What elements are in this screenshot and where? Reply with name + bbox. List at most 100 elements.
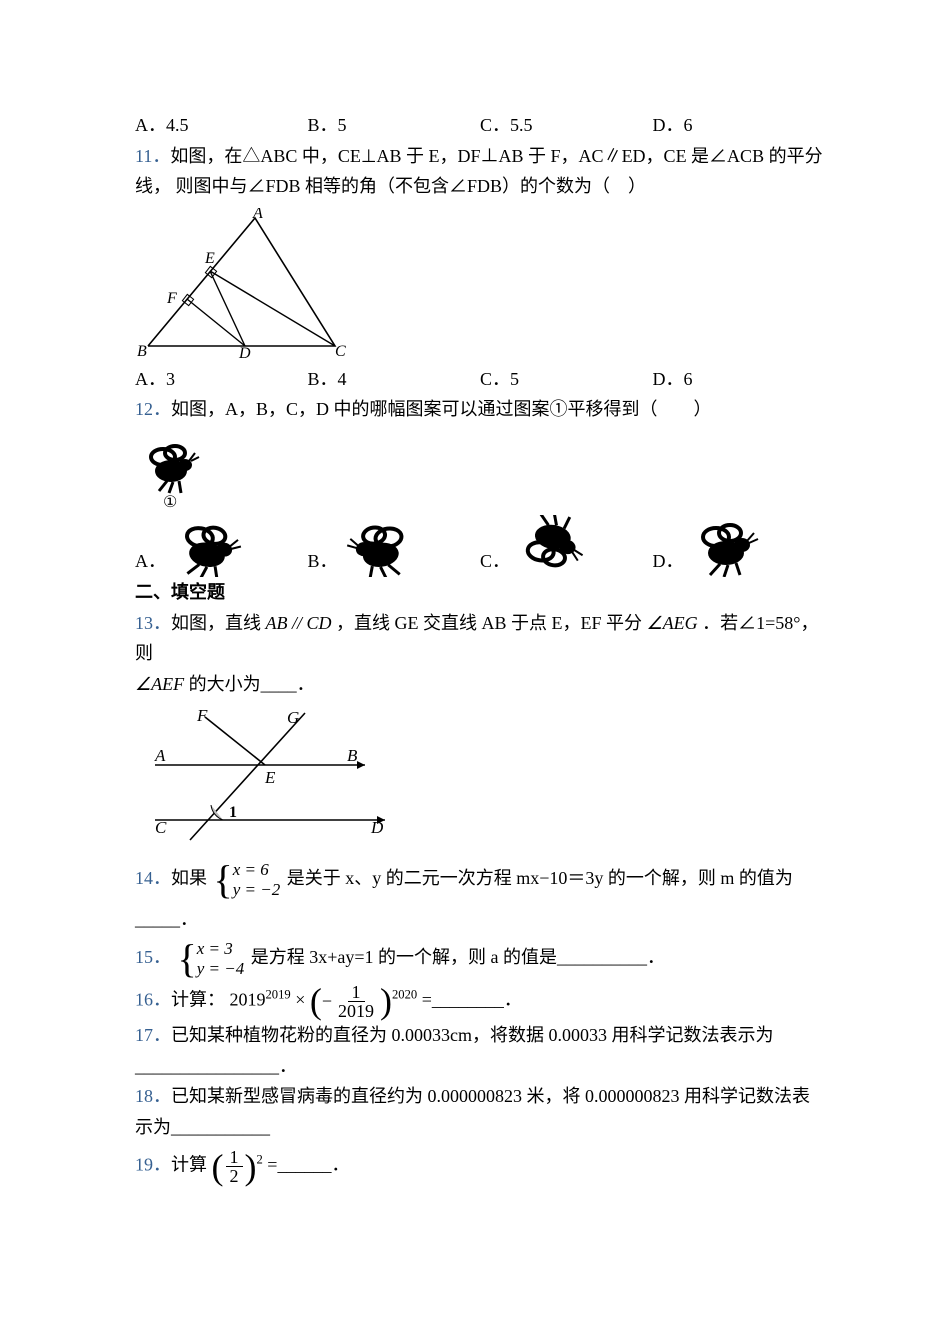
- left-brace-icon: {: [178, 939, 197, 979]
- q16-neg: −: [322, 986, 332, 1017]
- q19-paren: ( 1 2 ): [212, 1148, 257, 1185]
- q12-opt-C-label: C．: [480, 546, 510, 577]
- question-18: 18．已知某新型感冒病毒的直径约为 0.000000823 米，将 0.0000…: [135, 1081, 825, 1142]
- opt-D: D．6: [653, 110, 826, 141]
- question-13: 13．如图，直线 AB // CD ，直线 GE 交直线 AB 于点 E，EF …: [135, 608, 825, 851]
- q11-opt-D: D．6: [653, 364, 826, 395]
- q15-sys-l1: x = 3: [197, 939, 245, 959]
- q15-sys-l2: y = −4: [197, 959, 245, 979]
- question-16: 16．计算： 20192019 × ( − 1 2019 ) 2020 =___…: [135, 983, 825, 1020]
- q11-number: 11．: [135, 146, 170, 166]
- question-15: 15． { x = 3 y = −4 是方程 3x+ay=1 的一个解，则 a …: [135, 935, 825, 983]
- q19-number: 19．: [135, 1155, 171, 1175]
- q13-text4: ∠AEF: [135, 674, 184, 694]
- q16-inner-num: 1: [348, 983, 365, 1002]
- q11-opt-C: C．5: [480, 364, 653, 395]
- q13-text1: 如图，直线: [171, 613, 261, 633]
- q12-ref-figure: ①: [135, 431, 825, 509]
- svg-text:D: D: [370, 818, 384, 837]
- q11-text: 如图，在△ABC 中，CE⊥AB 于 E，DF⊥AB 于 F，AC∥ED，CE …: [135, 146, 823, 197]
- label-F: F: [166, 290, 177, 307]
- left-brace-icon: {: [214, 860, 233, 900]
- question-11: 11．如图，在△ABC 中，CE⊥AB 于 E，DF⊥AB 于 F，AC∥ED，…: [135, 141, 825, 395]
- q12-opt-A-label: A．: [135, 546, 166, 577]
- svg-text:B: B: [347, 746, 358, 765]
- q19-text1: 计算: [171, 1155, 207, 1175]
- q17-text: 已知某种植物花粉的直径为 0.00033cm，将数据 0.00033 用科学记数…: [135, 1025, 774, 1076]
- q17-number: 17．: [135, 1025, 171, 1045]
- q14-system: { x = 6 y = −2: [214, 860, 281, 900]
- q12-opt-C: C．: [480, 515, 653, 577]
- prev-question-options: A．4.5 B．5 C．5.5 D．6: [135, 110, 825, 141]
- q15-number: 15．: [135, 947, 171, 967]
- opt-B: B．5: [308, 110, 481, 141]
- q12-opt-B: B．: [308, 515, 481, 577]
- q11-opt-B: B．4: [308, 364, 481, 395]
- q16-paren: ( − 1 2019 ): [310, 983, 392, 1020]
- label-A: A: [252, 208, 263, 222]
- q19-den: 2: [226, 1167, 243, 1185]
- q14-sys-l1: x = 6: [233, 860, 281, 880]
- q13-abcd: AB // CD: [266, 613, 332, 633]
- q19-num: 1: [226, 1148, 243, 1167]
- q16-eq: =________．: [422, 990, 522, 1010]
- q18-number: 18．: [135, 1086, 171, 1106]
- bee-A-icon: [166, 515, 251, 577]
- q14-sys-l2: y = −2: [233, 880, 281, 900]
- q13-number: 13．: [135, 613, 171, 633]
- triangle-diagram-icon: A B C D E F: [135, 208, 350, 358]
- q12-opt-D: D．: [653, 515, 826, 577]
- q16-inner-den: 2019: [334, 1002, 378, 1020]
- question-12: 12．如图，A，B，C，D 中的哪幅图案可以通过图案①平移得到（ ） ①: [135, 394, 825, 577]
- opt-A: A．4.5: [135, 110, 308, 141]
- question-17: 17．已知某种植物花粉的直径为 0.00033cm，将数据 0.00033 用科…: [135, 1020, 825, 1081]
- bee-ref-icon: ①: [135, 431, 205, 509]
- q12-text: 如图，A，B，C，D 中的哪幅图案可以通过图案①平移得到（ ）: [171, 399, 712, 419]
- page-root: A．4.5 B．5 C．5.5 D．6 11．如图，在△ABC 中，CE⊥AB …: [0, 0, 945, 1245]
- q12-options: A． B．: [135, 515, 825, 577]
- question-14: 14．如果 { x = 6 y = −2 是关于 x、y 的二元一次方程 mx−…: [135, 856, 825, 935]
- svg-text:G: G: [287, 708, 299, 727]
- label-B: B: [137, 343, 147, 358]
- q15-system: { x = 3 y = −4: [178, 939, 245, 979]
- svg-text:C: C: [155, 818, 167, 837]
- q12-opt-A: A．: [135, 515, 308, 577]
- bee-B-icon: [338, 515, 423, 577]
- section-2-heading: 二、填空题: [135, 577, 825, 608]
- q16-number: 16．: [135, 990, 171, 1010]
- q13-angle: ∠AEG: [647, 613, 698, 633]
- q16-text1: 计算：: [171, 990, 225, 1010]
- bee-C-icon: [510, 515, 595, 577]
- label-C: C: [335, 343, 346, 358]
- lines-diagram-icon: A B C D E F G 1: [135, 705, 395, 850]
- q11-figure: A B C D E F: [135, 208, 825, 358]
- q15-text: 是方程 3x+ay=1 的一个解，则 a 的值是__________．: [251, 947, 665, 967]
- q13-text2: ，直线 GE 交直线 AB 于点 E，EF 平分: [336, 613, 642, 633]
- bee-D-icon: [684, 515, 769, 577]
- svg-text:1: 1: [229, 804, 237, 821]
- q11-opt-A: A．3: [135, 364, 308, 395]
- q19-exp: 2: [257, 1153, 263, 1167]
- q12-opt-B-label: B．: [308, 546, 338, 577]
- q16-exp1: 2019: [266, 988, 291, 1002]
- svg-text:E: E: [264, 768, 276, 787]
- q19-eq: =______．: [267, 1155, 349, 1175]
- ref-label: ①: [163, 494, 177, 509]
- q16-exp2: 2020: [392, 988, 417, 1002]
- opt-C: C．5.5: [480, 110, 653, 141]
- q16-base1: 2019: [230, 990, 266, 1010]
- svg-text:F: F: [196, 706, 208, 725]
- svg-text:A: A: [154, 746, 166, 765]
- question-19: 19．计算 ( 1 2 ) 2 =______．: [135, 1148, 825, 1185]
- q14-number: 14．: [135, 868, 171, 888]
- q11-options: A．3 B．4 C．5 D．6: [135, 364, 825, 395]
- q12-number: 12．: [135, 399, 171, 419]
- q14-text1: 如果: [171, 868, 207, 888]
- q13-text5: 的大小为____．: [184, 674, 315, 694]
- q12-opt-D-label: D．: [653, 546, 684, 577]
- label-E: E: [204, 250, 215, 267]
- label-D: D: [238, 345, 251, 358]
- q16-mul: ×: [295, 990, 305, 1010]
- q13-figure: A B C D E F G 1: [135, 705, 825, 850]
- q18-text: 已知某新型感冒病毒的直径约为 0.000000823 米，将 0.0000008…: [135, 1086, 810, 1137]
